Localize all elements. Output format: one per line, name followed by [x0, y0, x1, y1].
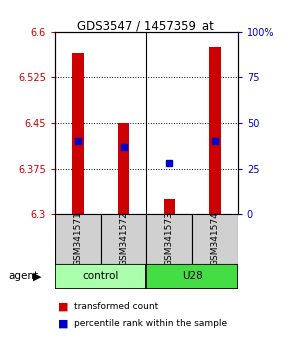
- Text: agent: agent: [9, 272, 39, 281]
- Bar: [118, 123, 129, 214]
- Bar: [72, 53, 84, 214]
- Bar: [209, 47, 221, 214]
- Bar: [55, 214, 101, 264]
- Text: ■: ■: [58, 301, 68, 311]
- Text: GSM341574: GSM341574: [211, 212, 220, 266]
- Text: GSM341571: GSM341571: [73, 211, 82, 267]
- Text: GSM341572: GSM341572: [119, 212, 128, 266]
- Text: ▶: ▶: [33, 272, 42, 281]
- Bar: [55, 264, 146, 289]
- Text: percentile rank within the sample: percentile rank within the sample: [74, 319, 227, 329]
- Text: ■: ■: [58, 319, 68, 329]
- Text: control: control: [83, 272, 119, 281]
- Text: U28: U28: [182, 272, 202, 281]
- Bar: [192, 214, 238, 264]
- Bar: [146, 214, 192, 264]
- Text: transformed count: transformed count: [74, 302, 158, 311]
- Text: GSM341573: GSM341573: [165, 211, 174, 267]
- Bar: [146, 264, 238, 289]
- Text: GDS3547 / 1457359_at: GDS3547 / 1457359_at: [77, 19, 213, 33]
- Bar: [101, 214, 146, 264]
- Bar: [164, 199, 175, 214]
